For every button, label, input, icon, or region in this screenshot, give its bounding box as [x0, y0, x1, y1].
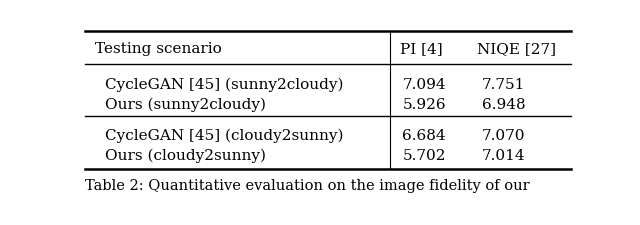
Text: PI [4]: PI [4]: [400, 42, 442, 56]
Text: CycleGAN [45] (sunny2cloudy): CycleGAN [45] (sunny2cloudy): [105, 77, 343, 91]
Text: Testing scenario: Testing scenario: [95, 42, 221, 56]
Text: 6.684: 6.684: [403, 128, 446, 142]
Text: 7.070: 7.070: [482, 128, 525, 142]
Text: Ours (cloudy2sunny): Ours (cloudy2sunny): [105, 148, 266, 162]
Text: CycleGAN [45] (cloudy2sunny): CycleGAN [45] (cloudy2sunny): [105, 128, 343, 142]
Text: 7.751: 7.751: [482, 77, 525, 91]
Text: 5.702: 5.702: [403, 148, 446, 162]
Text: 6.948: 6.948: [482, 97, 525, 111]
Text: Table 2: Quantitative evaluation on the image fidelity of our: Table 2: Quantitative evaluation on the …: [85, 178, 529, 192]
Text: 7.014: 7.014: [482, 148, 525, 162]
Text: 5.926: 5.926: [403, 97, 446, 111]
Text: NIQE [27]: NIQE [27]: [477, 42, 556, 56]
Text: 7.094: 7.094: [403, 77, 446, 91]
Text: Ours (sunny2cloudy): Ours (sunny2cloudy): [105, 97, 266, 111]
